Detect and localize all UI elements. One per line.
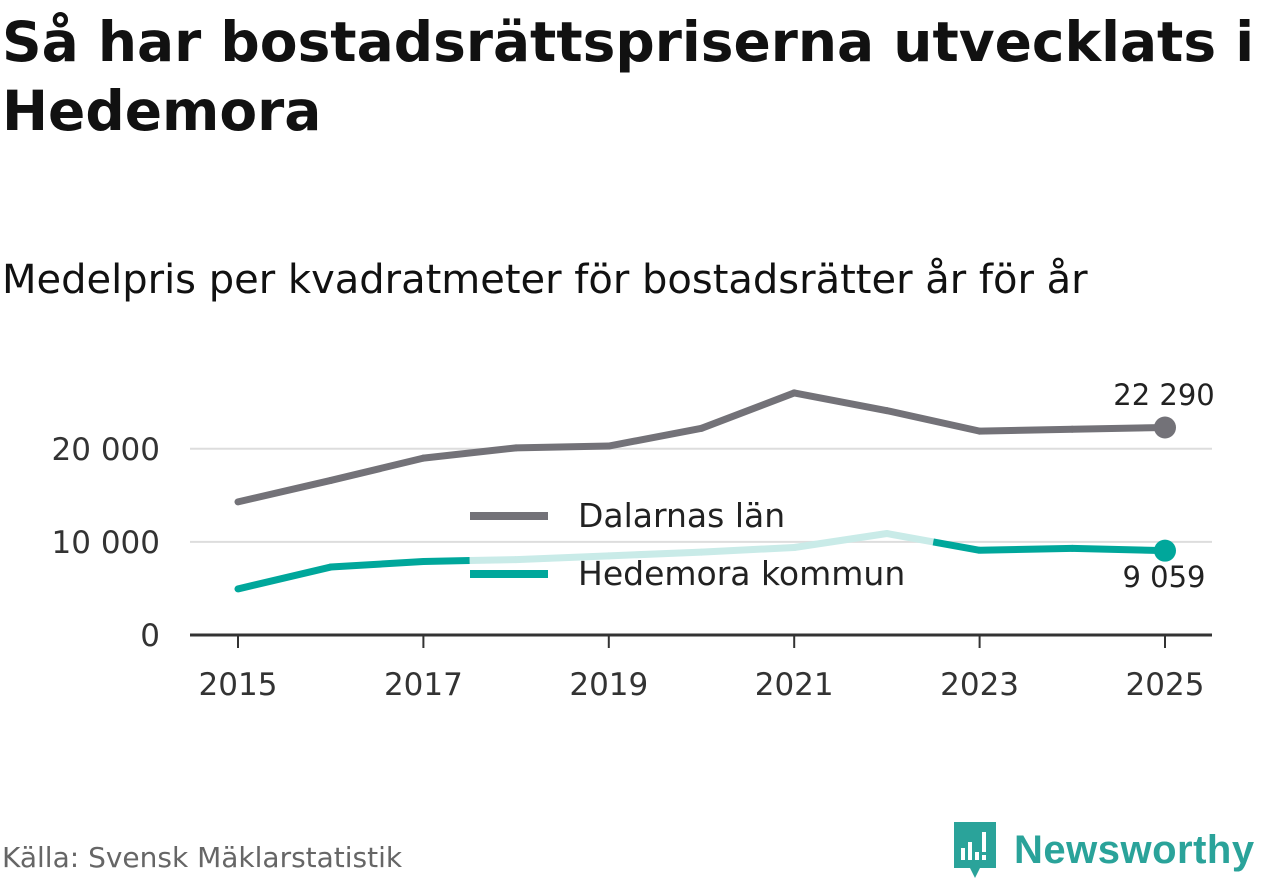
end-labels: 22 290 9 059 — [1113, 378, 1214, 594]
source-note: Källa: Svensk Mäklarstatistik — [2, 841, 403, 874]
x-axis: 2015 2017 2019 2021 2023 2025 — [190, 633, 1212, 703]
legend-label: Dalarnas län — [578, 496, 785, 535]
series-segment — [1068, 423, 1169, 433]
brand-name: Newsworthy — [1014, 827, 1255, 872]
series-segment — [976, 425, 1076, 435]
x-tick-label: 2021 — [755, 667, 834, 703]
series-segment — [790, 389, 891, 415]
series-end-point — [1154, 416, 1176, 439]
series-segment — [327, 557, 427, 571]
series-segment — [512, 552, 613, 564]
x-tick-label: 2025 — [1126, 667, 1205, 703]
series-segment — [234, 563, 335, 593]
series-segment — [469, 556, 517, 565]
y-axis: 0 10 000 20 000 — [52, 432, 160, 654]
x-tick-label: 2015 — [199, 667, 278, 703]
series-segment — [886, 530, 934, 546]
series-segment — [1068, 544, 1169, 555]
x-tick-label: 2019 — [569, 667, 648, 703]
series-segment — [327, 454, 427, 484]
series-segment — [790, 530, 891, 551]
grid-lines — [190, 447, 1212, 543]
legend-label: Hedemora kommun — [578, 554, 905, 593]
y-tick-label: 20 000 — [52, 432, 160, 468]
x-tick-label: 2017 — [384, 667, 463, 703]
series-segment — [698, 389, 798, 432]
y-tick-label: 0 — [140, 618, 160, 654]
line-chart: 0 10 000 20 000 2015 2017 2019 2021 2023 2025 D… — [52, 378, 1215, 703]
series-end-label: 9 059 — [1122, 560, 1205, 594]
chart-subtitle: Medelpris per kvadratmeter för bostadsrä… — [2, 257, 1088, 303]
series-segment — [423, 557, 470, 565]
legend: Dalarnas län Hedemora kommun — [470, 496, 905, 593]
newsworthy-logo-icon — [954, 822, 996, 878]
series-segment — [976, 544, 1076, 554]
y-tick-label: 10 000 — [52, 525, 160, 561]
series-segment — [698, 543, 798, 556]
series-segment — [605, 548, 705, 560]
x-tick-label: 2023 — [940, 667, 1019, 703]
series-end-label: 22 290 — [1113, 378, 1214, 412]
series-segment — [605, 424, 705, 450]
chart-title: Så har bostadsrättspriserna utvecklats i… — [2, 10, 1255, 143]
series-end-point — [1154, 539, 1176, 562]
series-lines — [234, 389, 1176, 593]
series-segment — [883, 407, 984, 435]
series-segment — [234, 476, 335, 506]
series-segment — [932, 538, 981, 554]
brand-logo: Newsworthy — [950, 818, 1255, 882]
series-segment — [512, 442, 613, 452]
series-segment — [419, 444, 520, 462]
